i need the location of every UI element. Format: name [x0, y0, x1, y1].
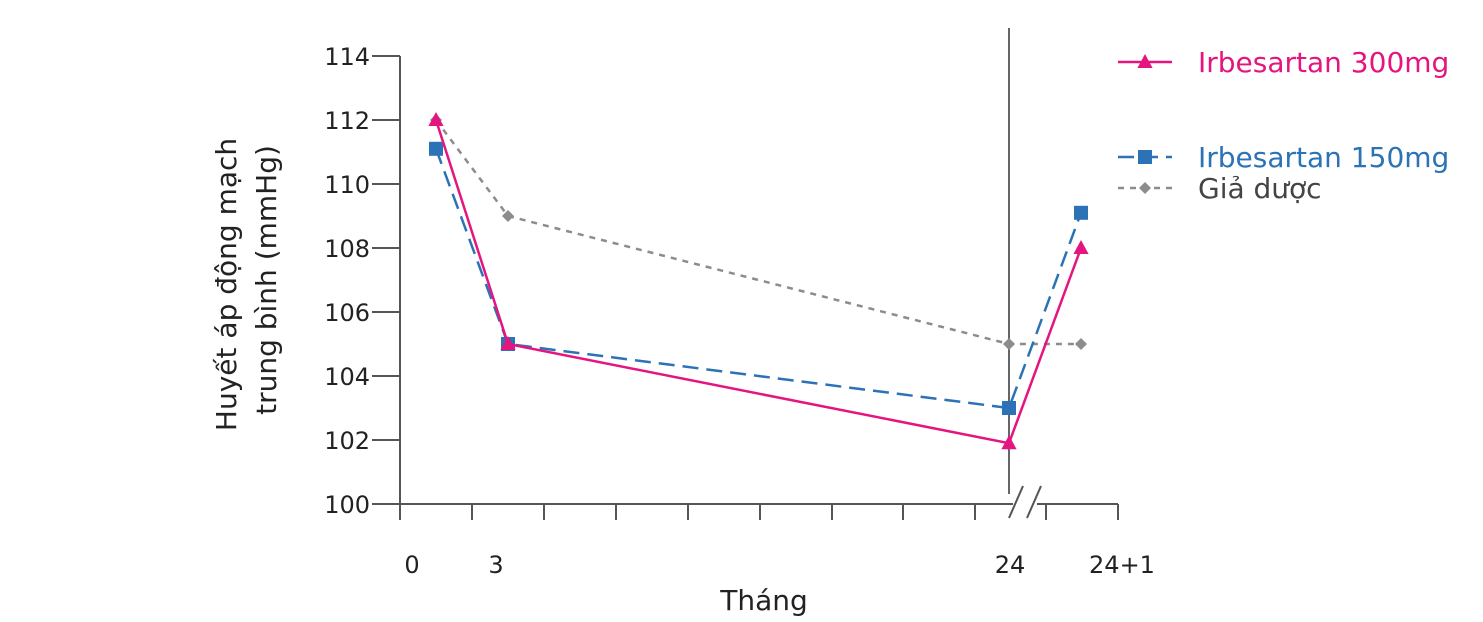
series-layer [428, 112, 1089, 450]
x-tick-label: 24+1 [1089, 551, 1155, 579]
legend-label: Irbesartan 300mg [1198, 46, 1449, 79]
legend-marker [1137, 54, 1153, 68]
axis-break-mark [1026, 485, 1042, 519]
data-point [1001, 435, 1017, 450]
y-tick-label: 102 [324, 427, 370, 455]
y-tick-label: 100 [324, 491, 370, 519]
series-line [435, 119, 1081, 346]
data-point [502, 210, 514, 222]
legend-item-1: Irbesartan 300mg [1118, 46, 1449, 79]
y-tick-label: 104 [324, 363, 370, 391]
y-axis-title-line-1: Huyết áp động mạch [210, 138, 243, 431]
y-tick-label: 108 [324, 235, 370, 263]
series-3 [430, 114, 1087, 350]
legend-item-2: Irbesartan 150mg [1118, 141, 1449, 174]
data-point [1002, 401, 1016, 415]
series-1 [428, 112, 1089, 450]
y-axis-title: Huyết áp động mạch trung bình (mmHg) [210, 129, 283, 431]
legend-marker [1138, 150, 1152, 164]
legend-marker [1139, 182, 1151, 194]
data-point [500, 336, 516, 350]
data-point [1074, 205, 1088, 220]
legend-label: Giả dược [1198, 172, 1322, 205]
data-point [428, 112, 444, 126]
y-tick-label: 110 [324, 171, 370, 199]
data-point [1075, 338, 1087, 350]
data-point [1003, 338, 1015, 350]
x-tick-label: 0 [404, 551, 419, 579]
legend-label: Irbesartan 150mg [1198, 141, 1449, 174]
series-line [434, 119, 1083, 445]
series-line [434, 148, 1083, 410]
series-2 [429, 141, 1088, 415]
x-tick-label: 24 [995, 551, 1026, 579]
axis-break-mark [1008, 485, 1024, 519]
y-tick-label: 106 [324, 299, 370, 327]
y-tick-label: 112 [324, 107, 370, 135]
x-tick-label: 3 [488, 551, 503, 579]
x-axis-title: Tháng [719, 584, 808, 617]
legend-item-3: Giả dược [1118, 172, 1322, 205]
y-tick-label: 114 [324, 43, 370, 71]
axes: 100 102 104 106 108 110 112 114 0 3 24 24+1 [324, 28, 1155, 579]
data-point [1073, 240, 1089, 254]
y-axis-title-line-2: trung bình (mmHg) [250, 145, 283, 415]
data-point [429, 141, 443, 156]
